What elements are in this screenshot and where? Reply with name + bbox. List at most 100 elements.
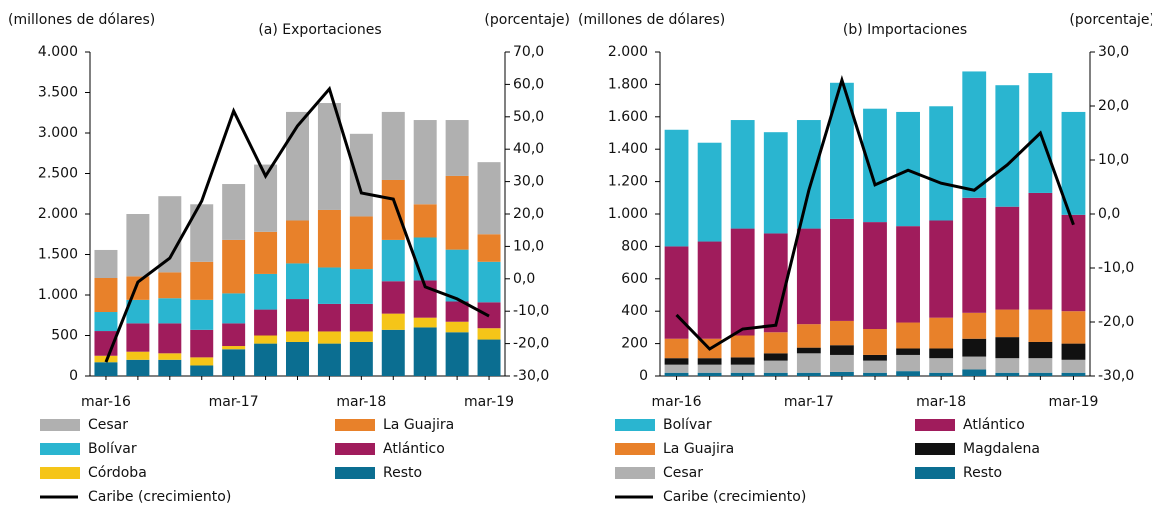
y-tick-label: 1.800 [608,76,648,92]
y-tick-label: 600 [621,271,648,287]
y2-tick-label: -30,0 [1098,368,1134,384]
bar [254,335,278,344]
bar [445,321,469,333]
bar [349,341,373,376]
bar [222,349,246,376]
bar [763,360,788,373]
bar [190,299,214,330]
bar [317,303,341,332]
bar [286,263,309,300]
legend-swatch [335,467,375,479]
line [675,74,1075,351]
x-tick-label: mar-17 [784,394,834,410]
bar [286,111,309,221]
bar [349,303,373,332]
bar [126,323,150,352]
y2-tick-label: 0,0 [513,271,535,287]
bar [896,371,920,376]
bar [929,317,954,349]
bar [158,298,182,324]
bar [830,320,854,346]
bar [830,345,854,355]
bar [796,324,821,348]
bar [254,343,278,376]
legend-swatch [40,467,80,479]
bar [317,267,341,304]
bar [477,339,501,376]
bar [730,120,755,229]
bar [1028,372,1053,376]
bar [962,338,987,357]
x-tick-label: mar-17 [209,394,259,410]
y-axis-label: (millones de dólares) [578,12,725,28]
bar [477,162,501,235]
bar [381,329,405,376]
bar [763,353,788,361]
bar [349,216,373,270]
bar [1061,111,1086,215]
bar [158,323,182,354]
bar [94,362,118,376]
y-tick-label: 0 [69,368,78,384]
bar [1061,372,1086,376]
bar [349,133,373,217]
bar [929,358,954,373]
x-tick-label: mar-18 [336,394,386,410]
bar [158,359,182,376]
bar [995,337,1020,359]
bar [863,360,887,373]
y2-tick-label: -20,0 [513,336,549,352]
bar [995,358,1020,373]
bar [222,239,246,294]
bar [697,142,722,242]
y2-tick-label: 0,0 [1098,206,1120,222]
bar [763,132,788,234]
bar [381,179,405,240]
bar [730,335,755,358]
bar [664,358,689,365]
y-tick-label: 800 [621,238,648,254]
y2-tick-label: -30,0 [513,368,549,384]
bar [222,323,246,347]
bar [664,338,689,359]
bar [94,312,118,332]
bar [254,273,278,310]
bar [962,356,987,370]
y-tick-label: 200 [621,336,648,352]
bar [962,197,987,313]
bar [863,329,887,355]
bar [349,331,373,342]
bar [381,111,405,180]
bar [863,372,887,376]
y-axis-label: (millones de dólares) [8,12,155,28]
legend-label: Cesar [663,465,703,481]
bar [664,364,689,373]
bar [254,164,278,232]
legend-swatch [915,443,955,455]
bar [929,348,954,359]
bar [830,371,854,376]
bar [445,175,469,250]
y2-tick-label: 10,0 [513,238,544,254]
legend-swatch [615,419,655,431]
bar [697,372,722,376]
legend-label: Córdoba [88,465,147,481]
bar [730,357,755,365]
y-tick-label: 2.500 [38,166,78,182]
legend-label: Atlántico [383,441,445,457]
bar [929,220,954,318]
bar [222,293,246,324]
bar [796,120,821,229]
bar [1028,358,1053,373]
bar [158,196,182,273]
chart-title: (b) Importaciones [843,22,967,38]
bar [254,309,278,336]
y-tick-label: 1.000 [38,287,78,303]
y2-tick-label: -20,0 [1098,314,1134,330]
bar [1061,214,1086,312]
bar [929,106,954,221]
bar [763,332,788,354]
bar [317,103,341,210]
bar [222,346,246,350]
bar [477,328,501,340]
